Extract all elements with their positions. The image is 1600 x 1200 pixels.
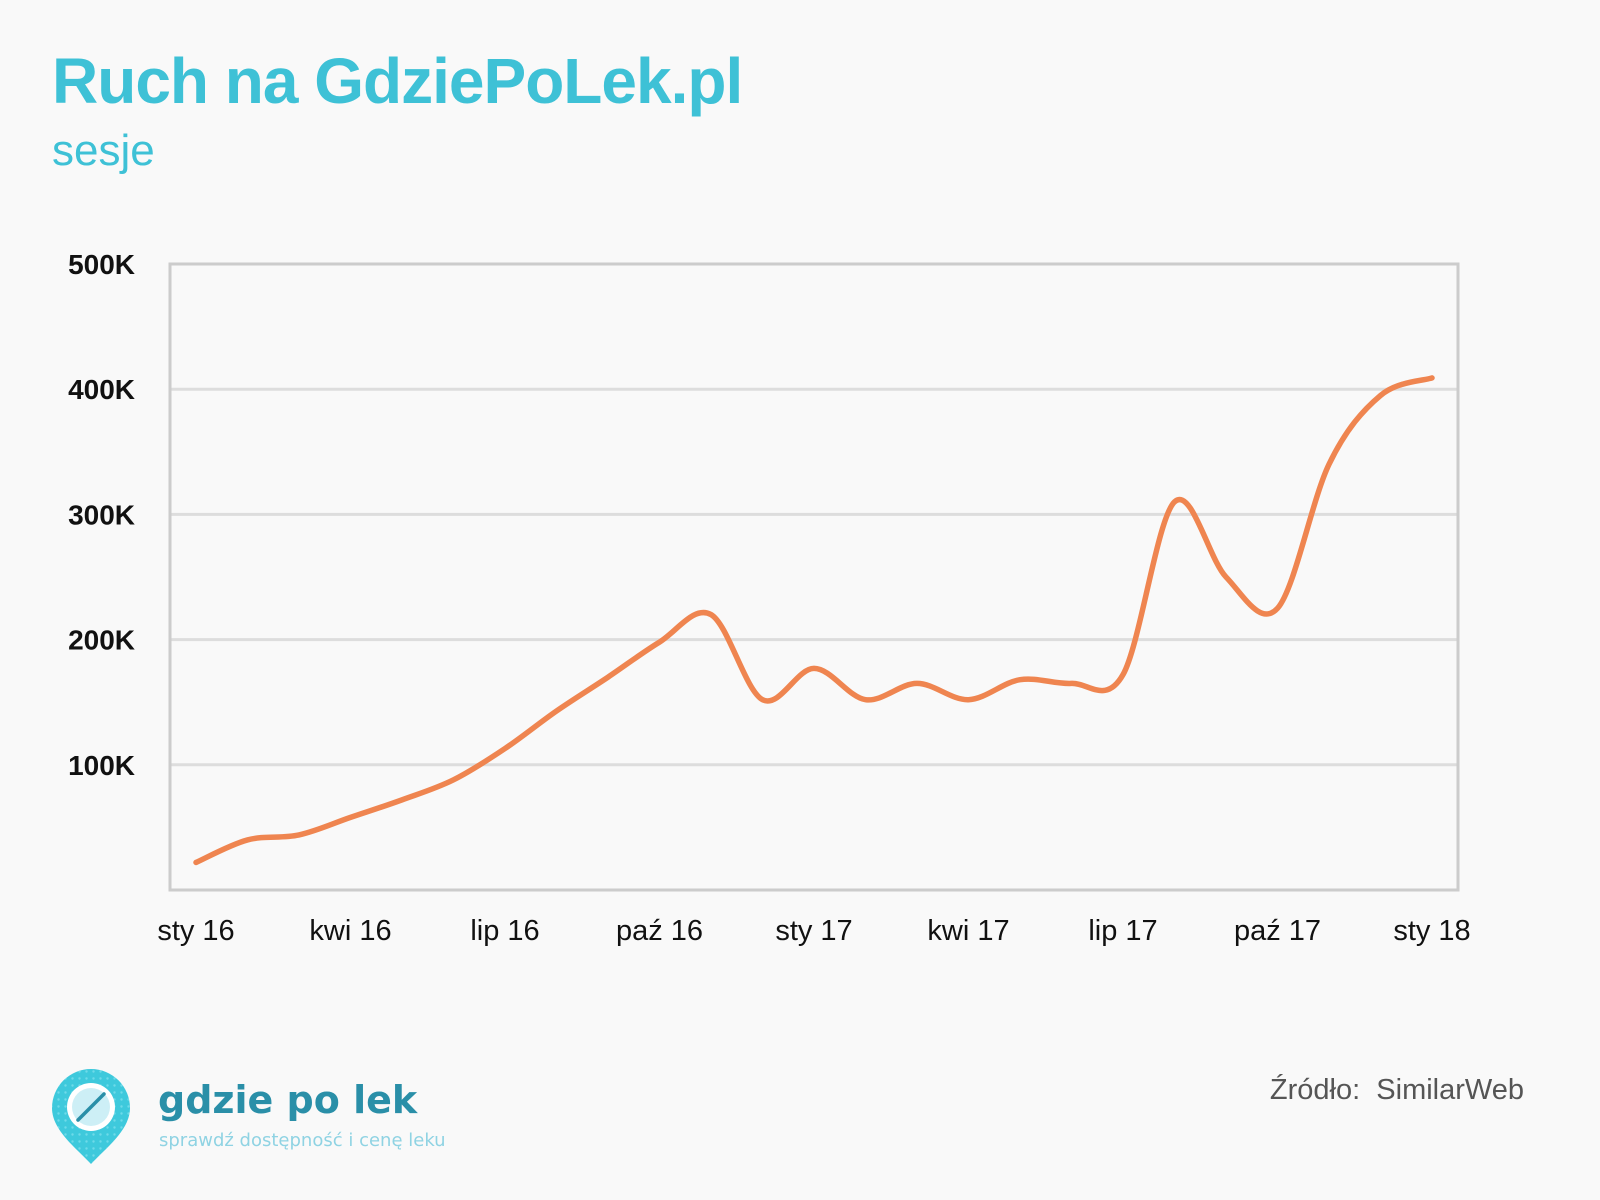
plot-frame	[168, 262, 1460, 892]
brand-logo: gdzie po lek sprawdź dostępność i cenę l…	[48, 1068, 528, 1178]
x-tick-label: lip 16	[470, 915, 539, 947]
chart-subtitle: sesje	[52, 126, 155, 175]
y-tick-label: 300K	[68, 499, 135, 530]
x-tick-label: sty 18	[1393, 915, 1470, 947]
series-line-sessions	[193, 375, 1435, 866]
x-tick-label: paź 16	[616, 915, 703, 947]
chart-title: Ruch na GdziePoLek.pl	[52, 45, 743, 117]
x-tick-label: paź 17	[1234, 915, 1321, 947]
y-tick-label: 400K	[68, 374, 135, 405]
line-chart: 100K 200K 300K 400K 500K sty 16 kwi 16 lip 16 p…	[68, 249, 1471, 947]
source-label: Źródło:	[1269, 1074, 1361, 1106]
map-pin-pill-icon	[52, 1069, 130, 1164]
y-tick-label: 100K	[68, 750, 135, 781]
brand-tagline: sprawdź dostępność i cenę leku	[159, 1130, 446, 1151]
brand-name: gdzie po lek	[158, 1078, 418, 1122]
source-credit: Źródło: SimilarWeb	[1270, 1074, 1524, 1107]
x-tick-label: sty 17	[775, 915, 852, 947]
x-tick-label: lip 17	[1088, 915, 1157, 947]
x-tick-label: kwi 16	[309, 915, 391, 947]
x-tick-label: kwi 17	[927, 915, 1009, 947]
x-tick-label: sty 16	[157, 915, 234, 947]
source-value: SimilarWeb	[1376, 1074, 1524, 1106]
y-tick-label: 500K	[68, 249, 135, 280]
y-tick-label: 200K	[68, 625, 135, 656]
